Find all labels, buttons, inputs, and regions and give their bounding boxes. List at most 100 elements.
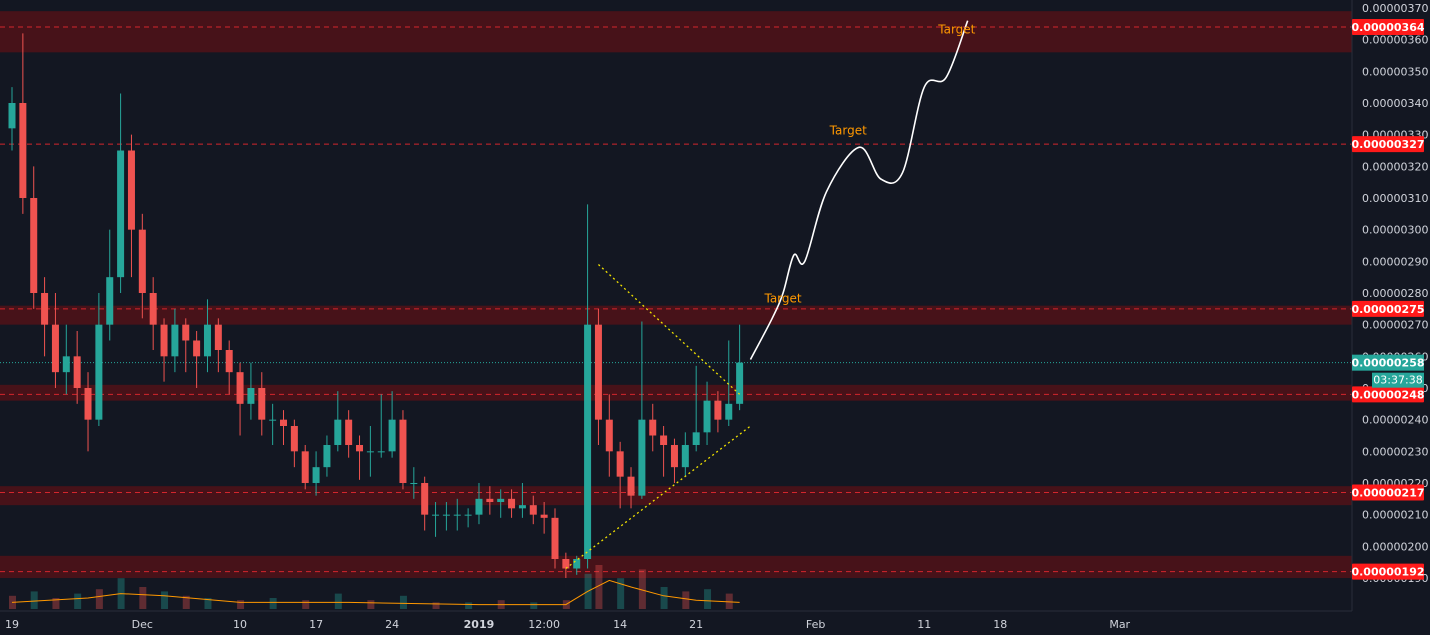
volume-bar [530,602,538,609]
time-tick-label: Dec [132,618,153,631]
candle-body [562,559,570,569]
countdown-label: 03:37:38 [1373,374,1422,387]
candle-body [127,150,135,230]
candle-body [30,198,38,293]
time-tick-label: 10 [233,618,247,631]
price-tick-label: 0.00000230 [1362,445,1428,458]
candle-body [497,498,505,502]
time-tick-label: 19 [5,618,19,631]
volume-pane [9,565,740,609]
candle-body [138,229,146,293]
candle-body [670,445,678,468]
candle-body [106,277,114,325]
candle-body [334,419,342,445]
volume-ma-line [11,579,740,606]
candle-body [508,498,516,509]
candle-body [182,324,190,341]
level-price-label-box [1352,300,1424,317]
candle-body [421,483,429,515]
level-zone [0,555,1352,578]
volume-bar [367,600,375,609]
volume-bar [660,587,668,609]
level-price-label-box [1352,484,1424,501]
candle-body [486,498,494,502]
candle-body [627,476,635,496]
candle-body [616,451,624,477]
price-tick-label: 0.00000370 [1362,2,1428,15]
price-axis: 0.00000370 0.00000360 0.00000350 0.00000340… [1351,0,1430,635]
price-tick-label: 0.00000210 [1362,509,1428,522]
volume-bar [465,602,473,609]
candle-body [345,419,353,445]
level-price-label: 0.00000217 [1351,487,1424,500]
candle-body [638,419,646,496]
level-price-label: 0.00000192 [1351,566,1424,579]
candle-body [41,293,49,325]
time-tick-label: 2019 [464,618,495,631]
price-tick-label: 0.00000290 [1362,255,1428,268]
candle-body [660,435,668,445]
candle-body [551,517,559,559]
candle-body [681,445,689,468]
volume-bar [74,593,82,609]
candle-body [410,483,418,484]
drawings: Target Target Target [565,20,976,570]
target-annotation: Target [763,292,801,306]
volume-bar [725,593,733,609]
time-tick-label: 14 [613,618,627,631]
volume-bar [182,595,190,609]
volume-bar [682,591,690,609]
price-tick-label: 0.00000200 [1362,540,1428,553]
candle-body [649,419,657,436]
candle-body [312,467,320,483]
candle-body [464,514,472,516]
candle-body [540,514,548,518]
volume-bar [704,589,712,609]
candle-body [280,419,287,426]
candle-body [584,324,592,559]
level-price-label: 0.00000364 [1351,21,1424,34]
level-price-label-box [1352,136,1424,153]
candle-body [203,324,211,357]
candle-body [605,419,613,452]
candle-body [73,356,81,388]
current-price-label: 0.00000258 [1351,357,1424,370]
price-tick-label: 0.00000310 [1362,192,1428,205]
candle-body [214,324,222,350]
time-tick-label: 24 [385,618,399,631]
projection-path [749,20,969,360]
level-zone [0,11,1352,53]
candle-body [366,451,374,453]
resistance-support-zones [0,11,1352,578]
level-zone [0,384,1352,401]
volume-bar [52,598,60,609]
time-axis-background [0,611,1352,635]
price-tick-label: 0.00000280 [1362,287,1428,300]
triangle-lower-line [565,425,751,570]
price-tick-label: 0.00000270 [1362,319,1428,332]
level-price-label-box [1352,19,1424,35]
volume-bar [30,591,38,609]
price-tick-label: 0.00000240 [1362,414,1428,427]
volume-bar [399,595,407,609]
level-price-label-box [1352,386,1424,403]
volume-bar [161,591,169,609]
candle-body [475,498,483,515]
candle-body [703,400,711,433]
level-price-label: 0.00000275 [1351,303,1424,316]
volume-bar [139,587,147,609]
price-axis-background [1352,0,1430,635]
level-price-label-box [1352,563,1424,580]
volume-bar [595,565,603,609]
candle-body [225,350,233,373]
candle-body [725,403,733,420]
time-tick-label: 12:00 [528,618,560,631]
candle-body [117,150,125,278]
volume-bar [638,569,646,609]
volume-bar [237,600,245,609]
price-labels: 0.00000364 0.00000327 0.00000275 0.00000248… [1351,19,1425,580]
time-tick-label: 18 [993,618,1007,631]
volume-bar [302,600,310,609]
current-price-label-box [1352,354,1424,371]
